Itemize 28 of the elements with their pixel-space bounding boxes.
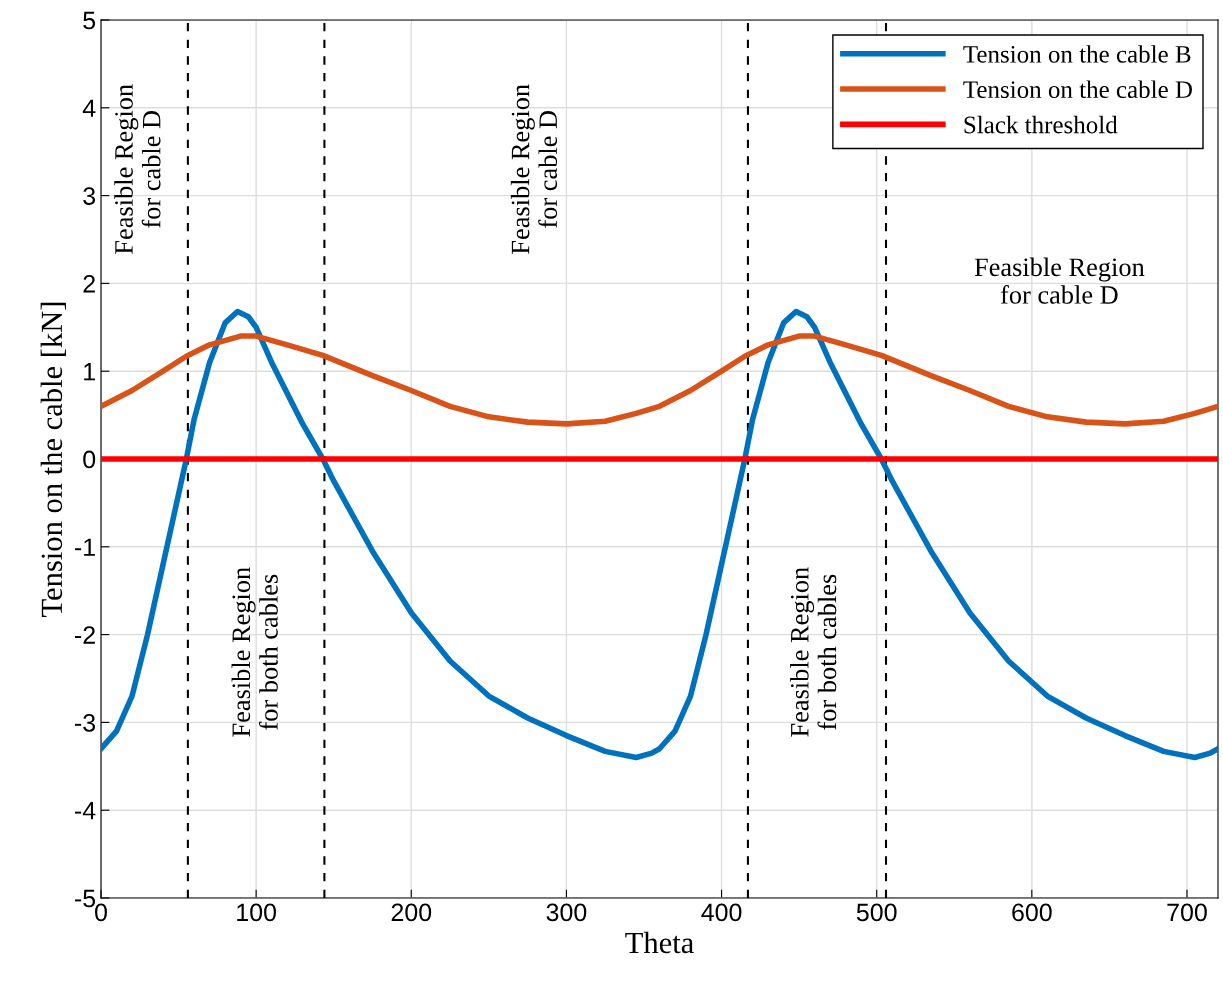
x-tick-label: 500 xyxy=(856,903,897,922)
y-tick-label: 5 xyxy=(83,11,96,30)
x-tick-label: 700 xyxy=(1167,903,1207,922)
x-tick-label: 100 xyxy=(237,903,277,922)
x-tick-label: 400 xyxy=(701,903,742,922)
annotation: Feasible Region for both cables xyxy=(790,567,837,737)
legend-label: Tension on the cable D xyxy=(963,80,1192,99)
y-tick-label: -3 xyxy=(75,714,96,732)
x-tick-label: 200 xyxy=(391,903,432,922)
y-tick-label: 1 xyxy=(84,363,95,381)
annotation: Feasible Region for cable D xyxy=(974,257,1145,304)
y-tick-label: -5 xyxy=(75,889,96,908)
y-tick-label: -4 xyxy=(75,802,96,820)
annotation: Feasible Region for cable D xyxy=(510,84,558,254)
y-tick-label: 4 xyxy=(82,99,96,117)
annotation: Feasible Region for cable D xyxy=(114,84,161,254)
legend-label: Tension on the cable B xyxy=(963,45,1191,63)
y-tick-label: 3 xyxy=(83,187,96,205)
y-tick-label: -2 xyxy=(75,626,95,644)
y-tick-label: -1 xyxy=(75,538,95,556)
x-tick-label: 600 xyxy=(1012,903,1052,922)
y-axis-title: Tension on the cable [kN] xyxy=(40,302,66,617)
y-tick-label: 0 xyxy=(83,450,96,469)
legend-label: Slack threshold xyxy=(964,115,1118,134)
y-tick-label: 2 xyxy=(83,275,95,293)
x-axis-title: Theta xyxy=(625,931,694,954)
x-tick-label: 300 xyxy=(546,903,587,922)
annotation: Feasible Region for both cables xyxy=(231,567,278,737)
